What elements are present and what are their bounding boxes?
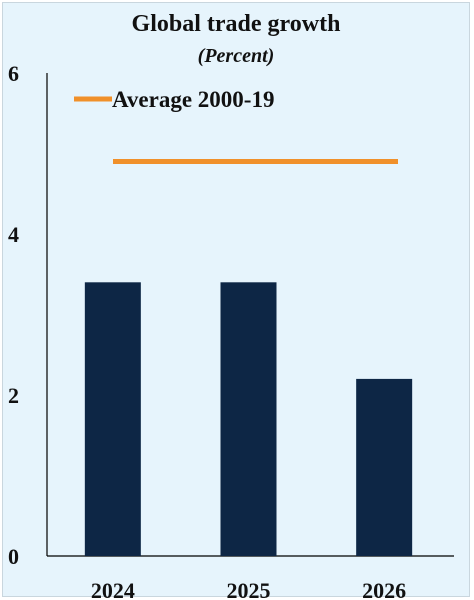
legend-label-average: Average 2000-19 [112,87,274,112]
y-tick-label: 0 [8,544,19,569]
bar-2024 [84,282,141,556]
x-tick-label: 2026 [362,578,406,600]
bar-2026 [356,378,413,556]
y-tick-label: 4 [8,222,19,247]
y-tick-label: 6 [8,61,19,86]
x-tick-label: 2024 [91,578,135,600]
x-tick-label: 2025 [227,578,271,600]
chart-subtitle: (Percent) [197,45,275,67]
y-tick-label: 2 [8,383,19,408]
chart-title: Global trade growth [131,11,341,37]
bar-2025 [220,282,277,556]
